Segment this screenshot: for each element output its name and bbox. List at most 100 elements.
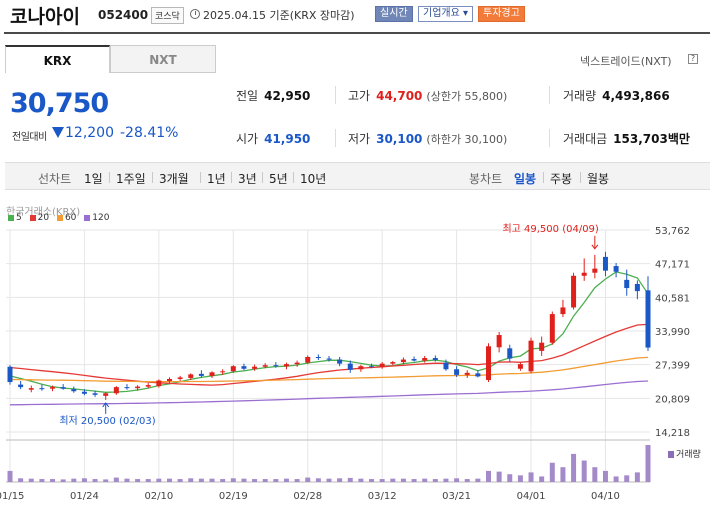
candle-body xyxy=(167,378,172,382)
separator xyxy=(580,172,581,183)
stat-open-label: 시가 xyxy=(236,132,259,146)
diff-rate: -28.41% xyxy=(120,125,179,141)
candle-body xyxy=(369,366,375,368)
stat-prev: 전일 42,950 xyxy=(236,87,310,104)
candle-body xyxy=(262,365,268,367)
candle-body xyxy=(209,372,215,376)
x-tick-label: 03/12 xyxy=(368,491,397,502)
candle-body xyxy=(624,279,630,289)
stat-open-value: 41,950 xyxy=(264,132,311,146)
stat-low-value: 30,100 xyxy=(376,132,423,146)
legend-ma20-label: 20 xyxy=(37,213,50,223)
tab-nxt[interactable]: NXT xyxy=(110,45,216,73)
period-3m[interactable]: 3개월 xyxy=(159,172,189,186)
volume-bar xyxy=(315,478,321,482)
volume-bar xyxy=(411,479,417,482)
volume-bar xyxy=(39,479,45,482)
candle-daily[interactable]: 일봉 xyxy=(514,172,537,186)
volume-bar xyxy=(81,478,87,482)
volume-bar xyxy=(390,478,396,482)
candle-body xyxy=(60,387,66,389)
candle-body xyxy=(475,373,481,377)
legend-ma5: 5 xyxy=(8,213,22,223)
stat-high: 고가 44,700 (상한가 55,800) xyxy=(348,87,507,104)
candle-body xyxy=(400,359,406,363)
volume-bar xyxy=(379,479,385,482)
x-tick-label: 01/15 xyxy=(0,491,24,502)
market-badge: 코스닥 xyxy=(151,7,184,24)
realtime-button[interactable]: 실시간 xyxy=(375,6,413,22)
volume-bar xyxy=(188,478,194,482)
candle-body xyxy=(592,268,598,273)
nxt-link[interactable]: 넥스트레이드(NXT) xyxy=(580,55,672,68)
investment-warning-badge[interactable]: 투자경고 xyxy=(478,6,525,22)
volume-bar xyxy=(294,479,300,482)
tab-krx[interactable]: KRX xyxy=(5,45,110,73)
period-1d[interactable]: 1일 xyxy=(84,172,103,186)
price-chart[interactable]: 53,762 47,171 40,581 33,990 27,399 20,809 14,2… xyxy=(0,220,710,512)
candle-body xyxy=(188,374,194,378)
candle-body xyxy=(71,389,77,392)
candle-body xyxy=(528,340,534,372)
stat-high-value: 44,700 xyxy=(376,89,423,103)
candle-body xyxy=(432,358,438,361)
separator xyxy=(200,172,201,183)
x-tick-label: 04/10 xyxy=(591,491,620,502)
volume-bar xyxy=(326,478,332,482)
stat-low-label: 저가 xyxy=(348,132,371,146)
annotation-low: 최저 20,500 (02/03) xyxy=(59,415,155,427)
stat-low-sub: (하한가 30,100) xyxy=(426,133,508,146)
candle-body xyxy=(581,272,587,276)
volume-bar xyxy=(28,478,34,482)
divider xyxy=(549,129,550,147)
volume-bar xyxy=(113,477,119,482)
ma-legend: 5 20 60 120 xyxy=(8,213,114,223)
line-chart-label: 선차트 xyxy=(38,172,72,186)
volume-bar xyxy=(369,479,375,482)
volume-bar xyxy=(103,479,109,482)
candle-body xyxy=(486,346,491,380)
period-1w[interactable]: 1주일 xyxy=(116,172,146,186)
volume-bar xyxy=(645,445,651,482)
period-3y[interactable]: 3년 xyxy=(238,172,257,186)
volume-bar xyxy=(613,476,619,482)
candle-monthly[interactable]: 월봉 xyxy=(587,172,610,186)
y-tick-label: 47,171 xyxy=(655,260,690,271)
volume-bar xyxy=(581,460,587,482)
candle-body xyxy=(156,380,162,387)
volume-bar xyxy=(634,472,640,482)
volume-bar xyxy=(230,478,236,482)
volume-bar xyxy=(475,478,481,482)
stat-prev-value: 42,950 xyxy=(264,89,311,103)
annotation-low-arrowhead xyxy=(102,402,110,408)
volume-bar xyxy=(262,479,268,482)
volume-bar xyxy=(252,479,258,482)
volume-bar xyxy=(347,477,353,482)
period-10y[interactable]: 10년 xyxy=(300,172,327,186)
x-tick-label: 02/19 xyxy=(219,491,248,502)
volume-bar xyxy=(454,478,460,482)
candle-body xyxy=(39,388,45,390)
ma60-line xyxy=(9,356,649,383)
company-overview-button[interactable]: 기업개요 ▾ xyxy=(418,6,473,22)
candle-body xyxy=(18,384,24,388)
candle-body xyxy=(634,283,640,292)
stat-volume-label: 거래량 xyxy=(563,89,597,103)
stat-low: 저가 30,100 (하한가 30,100) xyxy=(348,130,507,147)
stock-name: 코나아이 xyxy=(10,6,80,28)
stat-open: 시가 41,950 xyxy=(236,130,310,147)
volume-bar xyxy=(273,479,279,482)
volume-bar xyxy=(592,467,598,482)
stat-volume: 거래량 4,493,866 xyxy=(563,87,670,104)
candle-body xyxy=(113,387,119,394)
x-tick-label: 03/21 xyxy=(442,491,471,502)
candle-body xyxy=(560,307,566,315)
legend-ma5-label: 5 xyxy=(16,213,22,223)
candle-body xyxy=(337,359,343,364)
period-5y[interactable]: 5년 xyxy=(269,172,288,186)
help-icon[interactable]: ? xyxy=(688,54,698,64)
period-1y[interactable]: 1년 xyxy=(207,172,226,186)
volume-bar xyxy=(71,478,77,482)
candle-weekly[interactable]: 주봉 xyxy=(550,172,573,186)
stock-code: 052400 xyxy=(98,8,149,22)
